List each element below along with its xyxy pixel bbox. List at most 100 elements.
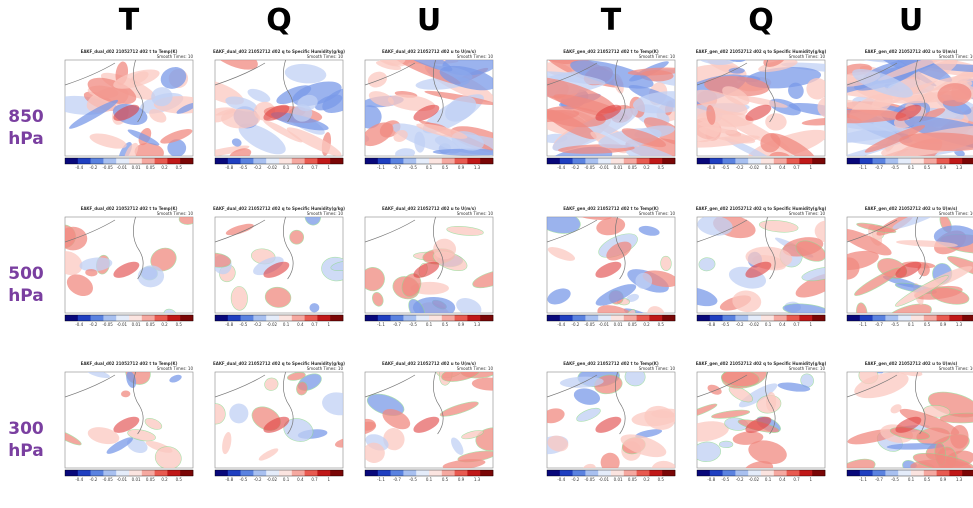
- colorbar-cell: [735, 470, 749, 476]
- colorbar-cell: [215, 158, 229, 164]
- colorbar-label: 0.5: [442, 477, 449, 482]
- coastline: [847, 217, 926, 280]
- panel: EAKF_gen_d02 21052712 d02 u to U(m/s)Smo…: [846, 361, 973, 482]
- field-blob: [856, 302, 868, 313]
- panel: EAKF_gen_d02 21052712 d02 q to Specific …: [696, 49, 827, 170]
- colorbar-cell: [317, 470, 331, 476]
- colorbar-frame: [546, 314, 676, 322]
- colorbar-label: -0.8: [225, 477, 233, 482]
- coastline: [365, 372, 444, 435]
- map-field: [697, 372, 814, 468]
- colorbar-cell: [598, 470, 612, 476]
- colorbar-label: 0.1: [283, 165, 290, 170]
- colorbar-cell: [253, 315, 267, 321]
- field-blob: [258, 448, 279, 461]
- field-blob: [287, 372, 306, 381]
- field-blob: [375, 60, 402, 71]
- colorbar-label: -1.1: [377, 165, 385, 170]
- colorbar-cell: [240, 315, 254, 321]
- colorbar-label: 0.7: [311, 322, 318, 327]
- field-blob: [264, 286, 292, 308]
- panel-title: EAKF_dual_d02 21052712 d02 u to U(m/s): [382, 206, 476, 211]
- colorbar-cell: [480, 470, 494, 476]
- field-blob: [439, 401, 479, 417]
- field-blob: [335, 437, 343, 448]
- colorbar-label: 0.01: [132, 477, 141, 482]
- field-blob: [547, 217, 581, 234]
- smooth-label: Smooth Times: 10: [939, 54, 973, 59]
- colorbar-cell: [623, 158, 637, 164]
- field-blob: [456, 298, 482, 313]
- field-blob: [314, 94, 343, 111]
- field-blob: [461, 430, 484, 440]
- panel: EAKF_gen_d02 21052712 d02 q to Specific …: [696, 206, 827, 327]
- row-level: 850: [8, 107, 44, 127]
- colorbar-cell: [949, 158, 963, 164]
- coastline: [847, 60, 926, 123]
- colorbar-cell: [129, 315, 143, 321]
- colorbar-cell: [266, 158, 280, 164]
- colorbar-label: -0.01: [599, 322, 610, 327]
- colorbar-label: 0.1: [765, 165, 772, 170]
- colorbar-cell: [859, 315, 873, 321]
- smooth-label: Smooth Times: 10: [457, 211, 494, 216]
- colorbar-label: 0.1: [765, 322, 772, 327]
- colorbar-label: 1.3: [474, 322, 481, 327]
- field-blob: [595, 284, 637, 306]
- colorbar-cell: [403, 158, 417, 164]
- colorbar-cell: [623, 315, 637, 321]
- colorbar-cell: [559, 158, 573, 164]
- smooth-label: Smooth Times: 10: [457, 366, 494, 371]
- colorbar-cell: [215, 315, 229, 321]
- colorbar-cell: [304, 315, 318, 321]
- colorbar-cell: [662, 315, 676, 321]
- colorbar-cell: [77, 315, 91, 321]
- colorbar-label: -0.02: [267, 477, 278, 482]
- panel: EAKF_dual_d02 21052712 d02 q to Specific…: [213, 206, 345, 327]
- colorbar-frame: [546, 157, 676, 165]
- field-blob: [573, 388, 601, 405]
- field-blob: [576, 407, 601, 422]
- map-field: [65, 372, 182, 468]
- colorbar-label: -0.8: [225, 165, 233, 170]
- colorbar-cell: [180, 315, 194, 321]
- field-blob: [847, 228, 892, 256]
- colorbar-label: -0.5: [891, 477, 899, 482]
- peak: [895, 104, 922, 121]
- colorbar-label: -0.2: [572, 322, 580, 327]
- field-blob: [937, 83, 972, 107]
- colorbar-cell: [773, 470, 787, 476]
- colorbar-cell: [167, 158, 181, 164]
- colorbar-cell: [154, 315, 168, 321]
- colorbar-label: -0.7: [875, 477, 883, 482]
- field-blob: [126, 437, 148, 454]
- colorbar-label: -0.8: [707, 477, 715, 482]
- field-blob: [547, 288, 571, 305]
- field-blob: [933, 225, 973, 248]
- field-blob: [432, 148, 493, 156]
- field-blob: [882, 303, 932, 313]
- colorbar-cell: [949, 315, 963, 321]
- colorbar-label: -0.2: [90, 322, 98, 327]
- panel-title: EAKF_gen_d02 21052712 d02 t to Temp(K): [563, 49, 659, 54]
- colorbar-cell: [141, 315, 155, 321]
- field-blob: [795, 240, 825, 262]
- field-blob: [697, 421, 729, 442]
- field-blob: [896, 240, 958, 248]
- colorbar-cell: [377, 315, 391, 321]
- colorbar-cell: [697, 470, 711, 476]
- coastline: [547, 60, 626, 123]
- panel: EAKF_dual_d02 21052712 d02 q to Specific…: [213, 49, 345, 170]
- field-blob: [144, 417, 163, 430]
- field-blob: [380, 60, 406, 66]
- colorbar-cell: [847, 158, 861, 164]
- colorbar-label: 0.1: [426, 165, 433, 170]
- colorbar-cell: [773, 158, 787, 164]
- colorbar-cell: [911, 158, 925, 164]
- panel: EAKF_dual_d02 21052712 d02 u to U(m/s)Sm…: [364, 49, 493, 170]
- colorbar-cell: [623, 470, 637, 476]
- panel-title: EAKF_gen_d02 21052712 d02 q to Specific …: [696, 49, 827, 54]
- field-blob: [151, 87, 173, 107]
- colorbar-frame: [64, 157, 194, 165]
- colorbar-cell: [547, 470, 561, 476]
